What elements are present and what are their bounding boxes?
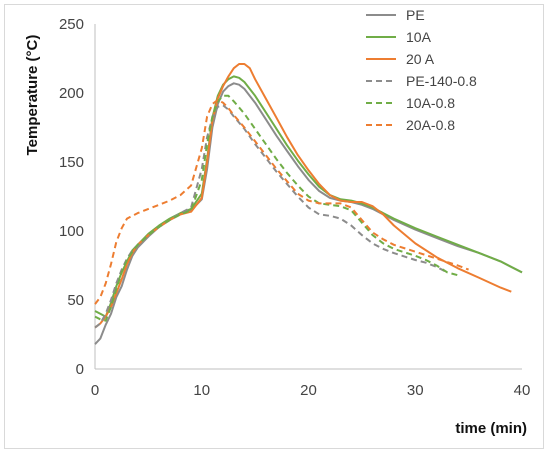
legend-label: PE-140-0.8 (406, 73, 477, 89)
x-tick-label: 40 (514, 382, 531, 399)
y-axis-title: Temperature (°C) (24, 35, 41, 156)
legend-label: 10A-0.8 (406, 95, 455, 111)
legend-label: 10A (406, 29, 432, 45)
legend-label: 20A-0.8 (406, 117, 455, 133)
tick-labels: 0 10 20 30 40 0 50 100 150 200 250 (59, 16, 530, 399)
y-tick-label: 0 (76, 361, 84, 378)
y-tick-label: 150 (59, 154, 84, 171)
y-tick-label: 200 (59, 85, 84, 102)
series-line-5 (94, 94, 459, 322)
x-tick-label: 20 (300, 382, 317, 399)
y-tick-label: 50 (67, 292, 84, 309)
x-tick-label: 10 (193, 382, 210, 399)
x-tick-label: 30 (407, 382, 424, 399)
legend-label: 20 A (406, 51, 435, 67)
x-axis-title: time (min) (455, 420, 527, 437)
y-tick-label: 250 (59, 16, 84, 33)
series-line-6 (94, 98, 469, 305)
series-line-2 (94, 75, 523, 318)
series-line-3 (94, 63, 512, 329)
y-tick-label: 100 (59, 223, 84, 240)
x-tick-label: 0 (91, 382, 99, 399)
legend-label: PE (406, 7, 425, 23)
series-line-4 (94, 104, 448, 329)
series-line-1 (94, 82, 523, 345)
chart-frame (4, 4, 544, 449)
series-lines (94, 63, 523, 345)
legend: PE 10A 20 A PE-140-0.8 10A-0.8 20A-0.8 (366, 7, 477, 133)
